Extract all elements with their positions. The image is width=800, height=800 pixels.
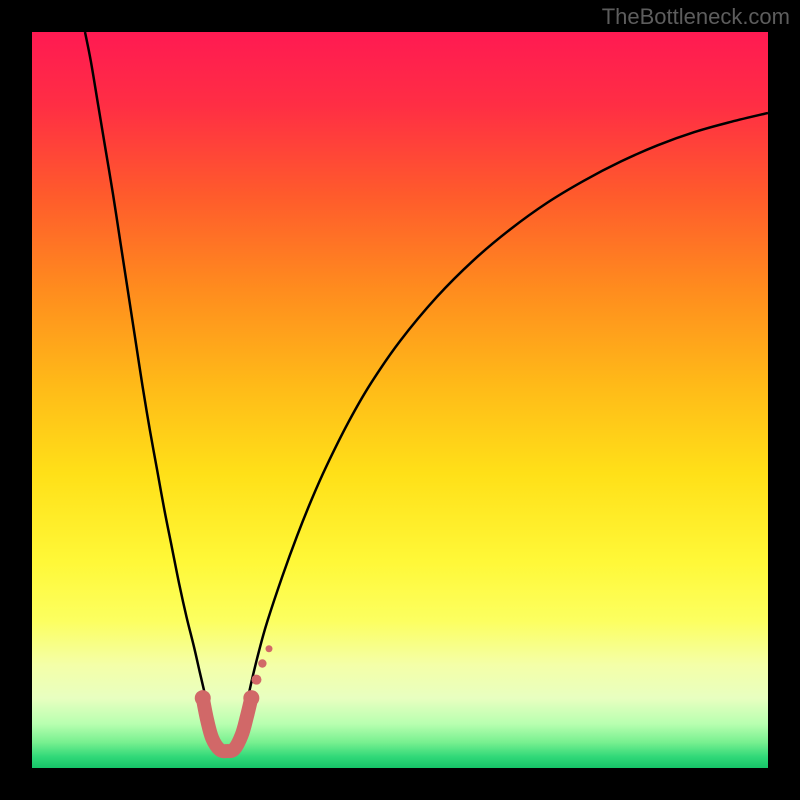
bottom-u-end-dot-1 [243, 690, 259, 706]
bottom-u-right-marker-1 [258, 659, 266, 667]
bottleneck-chart: TheBottleneck.com [0, 0, 800, 800]
bottom-u-right-marker-2 [265, 645, 272, 652]
plot-background [32, 32, 768, 768]
chart-svg [0, 0, 800, 800]
watermark-text: TheBottleneck.com [602, 4, 790, 30]
bottom-u-right-marker-0 [251, 675, 261, 685]
bottom-u-end-dot-0 [195, 690, 211, 706]
